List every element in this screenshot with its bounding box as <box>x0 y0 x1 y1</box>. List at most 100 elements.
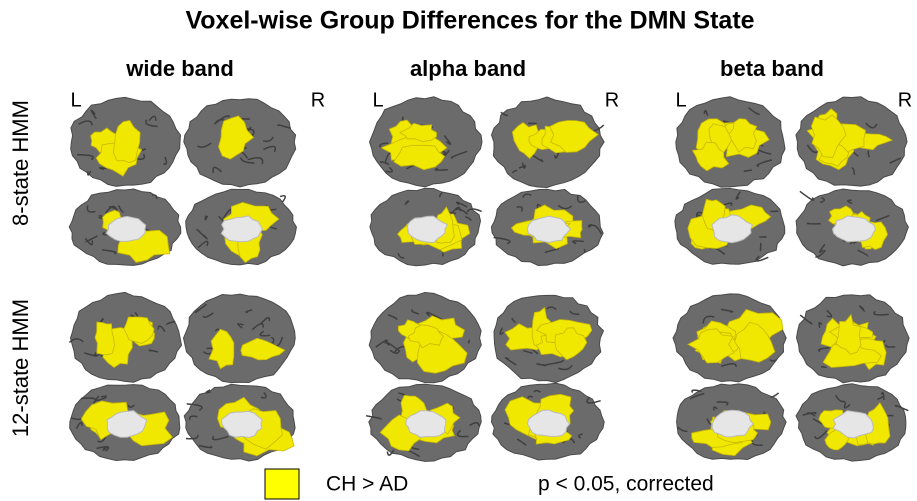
row-label: 8-state HMM <box>8 100 33 226</box>
sulcus <box>80 397 97 404</box>
sulcus <box>68 338 84 343</box>
sulcus <box>555 359 565 364</box>
sulcus <box>98 167 107 171</box>
sulcus <box>385 341 401 352</box>
sulcus <box>720 362 737 368</box>
sulcus <box>586 396 601 404</box>
sulcus <box>78 120 93 126</box>
effect-region <box>687 328 735 364</box>
sulcus <box>245 309 253 314</box>
sulcus <box>702 315 715 324</box>
sulcus <box>151 194 158 199</box>
sulcus <box>865 122 878 129</box>
sulcus <box>875 214 890 222</box>
sulcus <box>439 192 443 198</box>
legend-swatch <box>264 468 300 500</box>
sulcus <box>677 426 688 433</box>
sulcus <box>578 433 583 439</box>
sulcus <box>194 303 208 314</box>
sulcus <box>757 149 772 155</box>
sulcus <box>237 322 244 329</box>
sulcus <box>108 205 119 211</box>
sulcus <box>188 415 198 421</box>
sulcus <box>260 391 267 399</box>
hemisphere-label: L <box>675 89 686 111</box>
sulcus <box>95 395 107 402</box>
row-label: 12-state HMM <box>8 299 33 437</box>
sulcus <box>456 429 469 438</box>
sulcus <box>859 305 866 313</box>
sulcus <box>542 361 558 367</box>
sulcus <box>522 193 532 198</box>
sulcus <box>818 321 823 328</box>
sulcus <box>84 352 97 357</box>
sulcus <box>558 364 573 371</box>
sulcus <box>499 327 505 335</box>
corpus-callosum <box>220 410 263 439</box>
sulcus <box>279 194 286 203</box>
sulcus <box>467 339 471 344</box>
sulcus <box>259 317 271 326</box>
corpus-callosum <box>106 410 148 438</box>
sulcus <box>387 314 398 321</box>
effect-region <box>218 115 255 160</box>
effect-region <box>554 327 588 361</box>
sulcus <box>148 349 159 353</box>
sulcus <box>163 156 168 166</box>
sulcus <box>735 191 741 200</box>
column-label: beta band <box>720 56 824 81</box>
sulcus <box>521 162 527 169</box>
sulcus <box>826 309 833 318</box>
sulcus <box>455 208 469 215</box>
corpus-callosum <box>711 409 754 438</box>
sulcus <box>511 317 517 324</box>
sulcus <box>815 249 827 258</box>
effect-region <box>112 120 141 164</box>
sulcus <box>756 159 773 167</box>
figure-title: Voxel-wise Group Differences for the DMN… <box>185 7 754 35</box>
corpus-callosum <box>405 410 447 438</box>
sulcus <box>894 404 909 412</box>
sulcus <box>493 236 511 245</box>
sulcus <box>70 417 82 421</box>
sulcus <box>889 157 902 164</box>
sulcus <box>404 200 410 205</box>
sulcus <box>379 161 390 166</box>
sulcus <box>533 389 541 393</box>
corpus-callosum <box>831 215 877 243</box>
hemisphere-label: L <box>70 89 81 111</box>
sulcus <box>716 401 729 406</box>
sulcus <box>834 394 846 403</box>
sulcus <box>127 404 135 409</box>
sulcus <box>546 306 557 311</box>
brain-maps <box>68 96 910 462</box>
sulcus <box>434 167 448 171</box>
sulcus <box>867 150 871 158</box>
effect-region <box>123 316 155 344</box>
sulcus <box>802 411 817 416</box>
effect-region <box>734 321 776 363</box>
sulcus <box>691 389 702 394</box>
sulcus <box>87 170 92 176</box>
sulcus <box>504 357 517 366</box>
sulcus <box>500 111 509 117</box>
sulcus <box>397 252 405 259</box>
corpus-callosum <box>220 215 264 243</box>
sulcus <box>117 205 124 213</box>
sulcus <box>690 392 705 400</box>
effect-region <box>94 321 115 356</box>
effect-region <box>810 114 847 158</box>
corpus-callosum <box>406 215 449 244</box>
sulcus <box>90 109 97 120</box>
sulcus <box>743 169 753 173</box>
sulcus <box>86 205 96 213</box>
sulcus <box>411 309 420 315</box>
sulcus <box>455 201 468 208</box>
sulcus <box>817 347 830 353</box>
sulcus <box>799 190 815 201</box>
hemisphere-label: R <box>898 89 912 111</box>
sulcus <box>843 402 851 409</box>
sulcus <box>202 351 212 355</box>
sulcus <box>880 391 885 401</box>
